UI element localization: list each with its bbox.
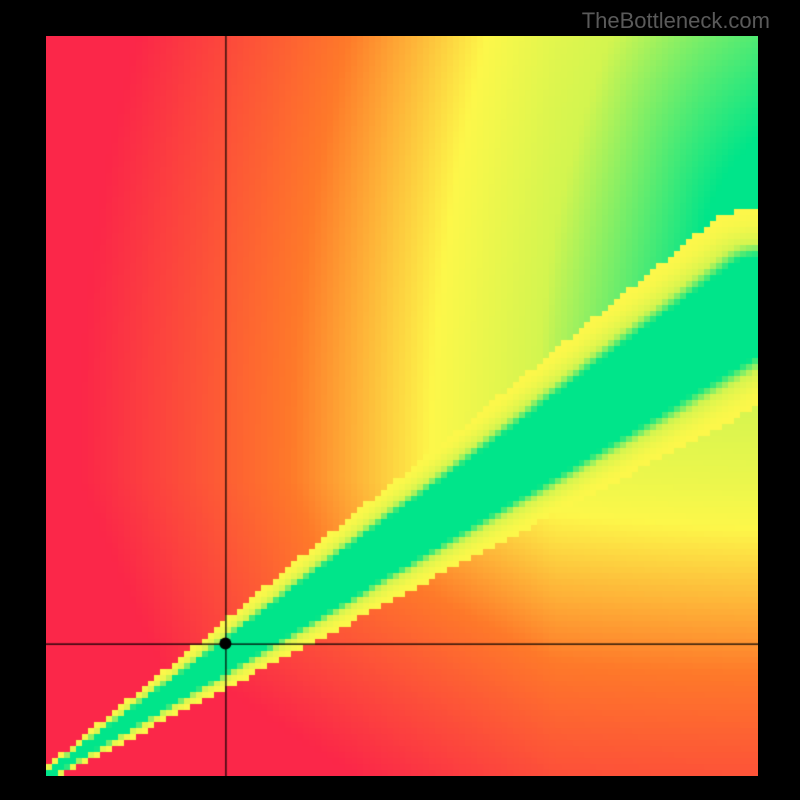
heatmap-canvas (46, 36, 758, 776)
watermark-text: TheBottleneck.com (582, 8, 770, 34)
plot-area (46, 36, 758, 776)
chart-container: TheBottleneck.com (0, 0, 800, 800)
